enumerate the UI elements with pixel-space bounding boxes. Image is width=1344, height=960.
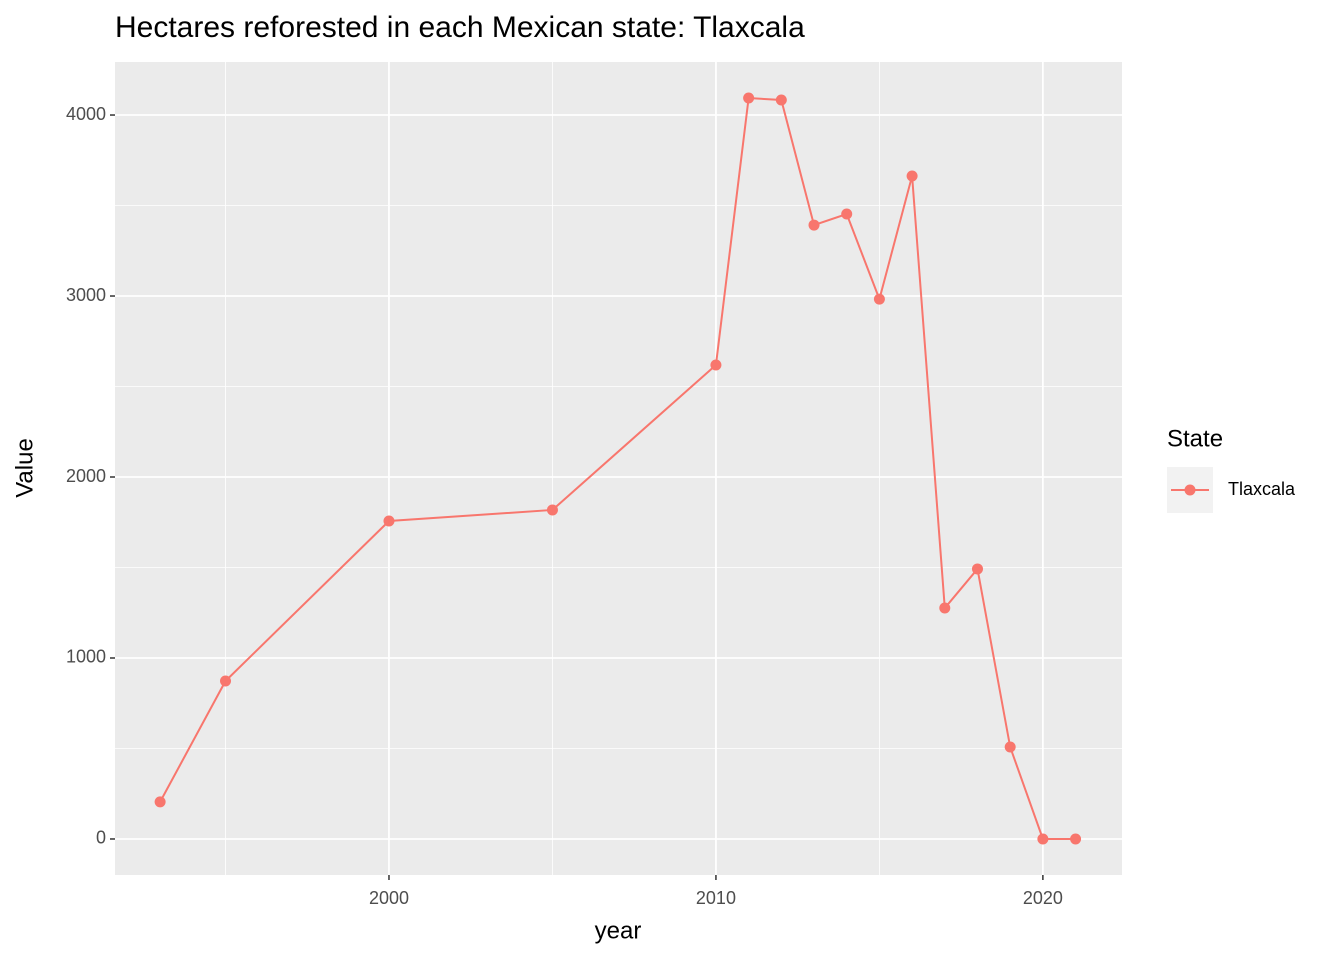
x-tick-label: 2010 <box>696 888 736 908</box>
x-axis-title: year <box>595 917 642 944</box>
x-tick-label: 2000 <box>369 888 409 908</box>
x-tick-label: 2020 <box>1023 888 1063 908</box>
data-point <box>775 94 787 106</box>
data-point <box>220 675 232 687</box>
y-tick-label: 1000 <box>66 647 106 667</box>
legend-marker <box>1184 484 1196 496</box>
data-point <box>808 219 820 231</box>
data-point <box>1070 833 1082 845</box>
series-line <box>159 96 1076 840</box>
data-point <box>154 796 166 808</box>
data-point <box>383 515 395 527</box>
legend-title: State <box>1167 425 1223 452</box>
y-tick-label: 3000 <box>66 285 106 305</box>
data-point <box>1037 833 1049 845</box>
data-point <box>841 208 853 220</box>
legend-label: Tlaxcala <box>1228 479 1296 499</box>
panel <box>115 62 1122 875</box>
y-tick-label: 4000 <box>66 104 106 124</box>
data-point <box>906 170 918 182</box>
chart-title: Hectares reforested in each Mexican stat… <box>115 11 805 44</box>
data-point <box>939 602 951 614</box>
y-axis-title: Value <box>11 438 38 498</box>
data-point <box>546 504 558 516</box>
data-point <box>743 92 755 104</box>
data-point <box>710 359 722 371</box>
data-point <box>971 563 983 575</box>
data-point <box>1004 741 1016 753</box>
y-tick-label: 2000 <box>66 466 106 486</box>
y-tick-label: 0 <box>96 828 106 848</box>
data-point <box>873 293 885 305</box>
